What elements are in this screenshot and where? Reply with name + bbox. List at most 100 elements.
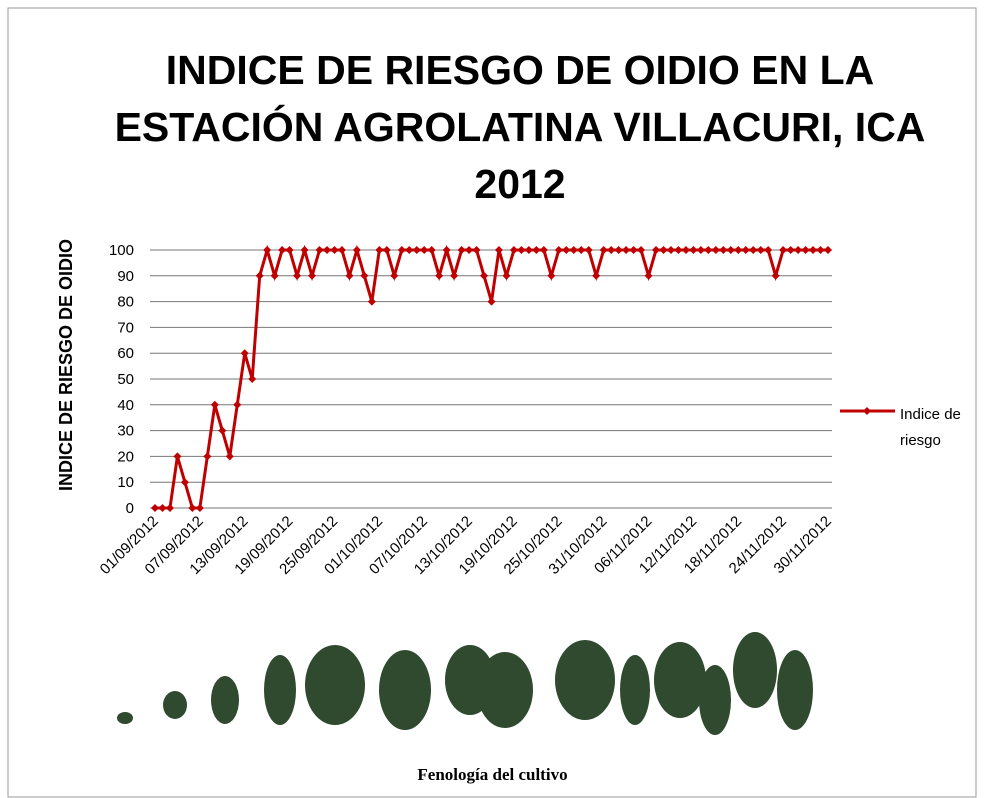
- marker: [367, 297, 376, 306]
- marker: [240, 349, 249, 358]
- marker: [248, 375, 257, 383]
- marker: [539, 246, 548, 254]
- marker: [779, 246, 788, 254]
- marker: [629, 246, 638, 254]
- marker: [233, 400, 242, 409]
- marker: [704, 246, 713, 254]
- marker: [524, 246, 533, 254]
- marker: [427, 246, 436, 254]
- marker: [659, 246, 668, 254]
- marker: [652, 246, 661, 254]
- marker: [577, 246, 586, 254]
- marker: [509, 246, 518, 254]
- marker: [330, 246, 339, 254]
- marker: [794, 246, 803, 254]
- y-axis-label: INDICE DE RIESGO DE OIDIO: [56, 239, 76, 491]
- marker: [786, 246, 795, 254]
- marker: [614, 246, 623, 254]
- marker: [270, 271, 279, 280]
- marker: [809, 246, 818, 254]
- y-tick-label: 0: [126, 500, 134, 517]
- marker: [285, 246, 294, 254]
- marker: [741, 246, 750, 254]
- marker: [480, 271, 489, 280]
- marker: [532, 246, 541, 254]
- marker: [569, 246, 578, 254]
- legend-label: Indice de riesgo: [900, 406, 961, 449]
- marker: [420, 246, 429, 254]
- phenology-illustration: [117, 632, 813, 735]
- marker: [696, 246, 705, 254]
- marker: [771, 271, 780, 280]
- marker: [442, 246, 451, 254]
- marker: [322, 246, 331, 254]
- marker: [390, 271, 399, 280]
- marker: [293, 271, 302, 280]
- marker: [607, 246, 616, 254]
- marker: [255, 271, 264, 280]
- marker: [218, 426, 227, 435]
- marker: [517, 246, 526, 254]
- marker: [734, 246, 743, 254]
- marker: [345, 271, 354, 280]
- marker: [472, 246, 481, 254]
- marker: [382, 246, 391, 254]
- marker: [165, 504, 174, 512]
- marker: [203, 452, 212, 461]
- marker: [173, 452, 182, 461]
- marker: [210, 400, 219, 409]
- marker: [764, 246, 773, 254]
- marker: [188, 504, 197, 512]
- y-tick-label: 50: [117, 371, 134, 388]
- y-tick-label: 60: [117, 345, 134, 362]
- marker: [681, 246, 690, 254]
- marker: [315, 246, 324, 254]
- marker: [622, 246, 631, 254]
- marker: [397, 246, 406, 254]
- marker: [457, 246, 466, 254]
- marker: [195, 504, 204, 512]
- marker: [465, 246, 474, 254]
- marker: [689, 246, 698, 254]
- marker: [450, 271, 459, 280]
- marker: [547, 271, 556, 280]
- marker: [151, 504, 159, 512]
- marker: [674, 246, 683, 254]
- marker: [756, 246, 765, 254]
- marker: [158, 504, 167, 512]
- y-tick-label: 90: [117, 268, 134, 285]
- marker: [637, 246, 646, 254]
- marker: [562, 246, 571, 254]
- y-tick-label: 100: [109, 242, 134, 259]
- marker: [749, 246, 758, 254]
- marker: [666, 246, 675, 254]
- y-tick-label: 20: [117, 448, 134, 465]
- marker: [502, 271, 511, 280]
- marker: [487, 297, 496, 306]
- marker: [278, 246, 287, 254]
- marker: [352, 246, 361, 254]
- marker: [726, 246, 735, 254]
- marker: [644, 271, 653, 280]
- marker: [412, 246, 421, 254]
- marker: [435, 271, 444, 280]
- y-tick-label: 40: [117, 397, 134, 414]
- marker: [494, 246, 503, 254]
- marker: [824, 246, 832, 254]
- marker: [300, 246, 309, 254]
- marker: [225, 452, 234, 461]
- marker: [405, 246, 414, 254]
- y-tick-label: 70: [117, 319, 134, 336]
- y-tick-label: 80: [117, 294, 134, 311]
- marker: [711, 246, 720, 254]
- marker: [592, 271, 601, 280]
- marker: [816, 246, 825, 254]
- y-tick-label: 30: [117, 423, 134, 440]
- frame: [7, 7, 977, 798]
- caption: Fenología del cultivo: [417, 765, 568, 784]
- marker: [801, 246, 810, 254]
- marker: [375, 246, 384, 254]
- marker: [719, 246, 728, 254]
